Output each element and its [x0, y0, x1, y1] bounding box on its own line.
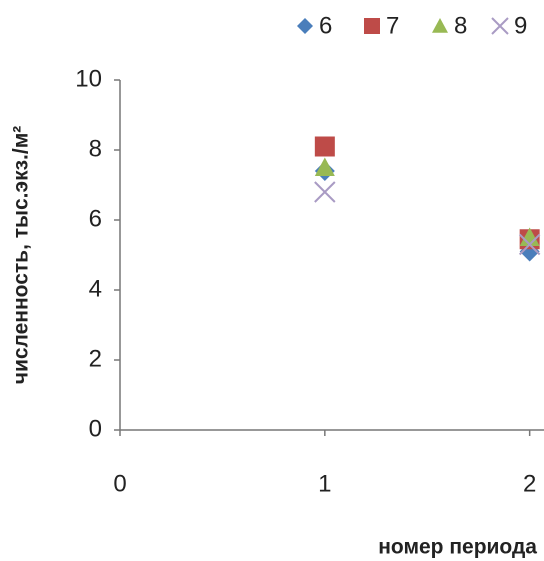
x-axis-title: номер периода — [378, 536, 537, 559]
legend-label: 7 — [386, 12, 399, 39]
data-point — [314, 181, 336, 203]
x-tick-label: 1 — [318, 470, 331, 497]
y-tick-label: 2 — [89, 345, 102, 372]
data-point — [519, 227, 540, 246]
y-tick-label: 10 — [75, 65, 102, 92]
y-tick-label: 6 — [89, 205, 102, 232]
legend-label: 6 — [319, 12, 332, 39]
data-point — [314, 157, 335, 176]
y-axis-title: численность, тыс.экз./м² — [10, 126, 33, 384]
x-tick-label: 0 — [113, 470, 126, 497]
data-point — [314, 136, 335, 157]
y-tick-label: 8 — [89, 135, 102, 162]
y-tick-label: 4 — [89, 275, 102, 302]
legend-label: 9 — [514, 12, 527, 39]
data-point — [518, 233, 541, 256]
legend-marker — [364, 18, 380, 34]
y-tick-label: 0 — [89, 415, 102, 442]
legend-label: 8 — [454, 12, 467, 39]
legend-marker — [491, 17, 509, 35]
legend-marker — [432, 18, 448, 33]
legend-marker — [297, 18, 313, 34]
x-tick-label: 2 — [523, 470, 536, 497]
